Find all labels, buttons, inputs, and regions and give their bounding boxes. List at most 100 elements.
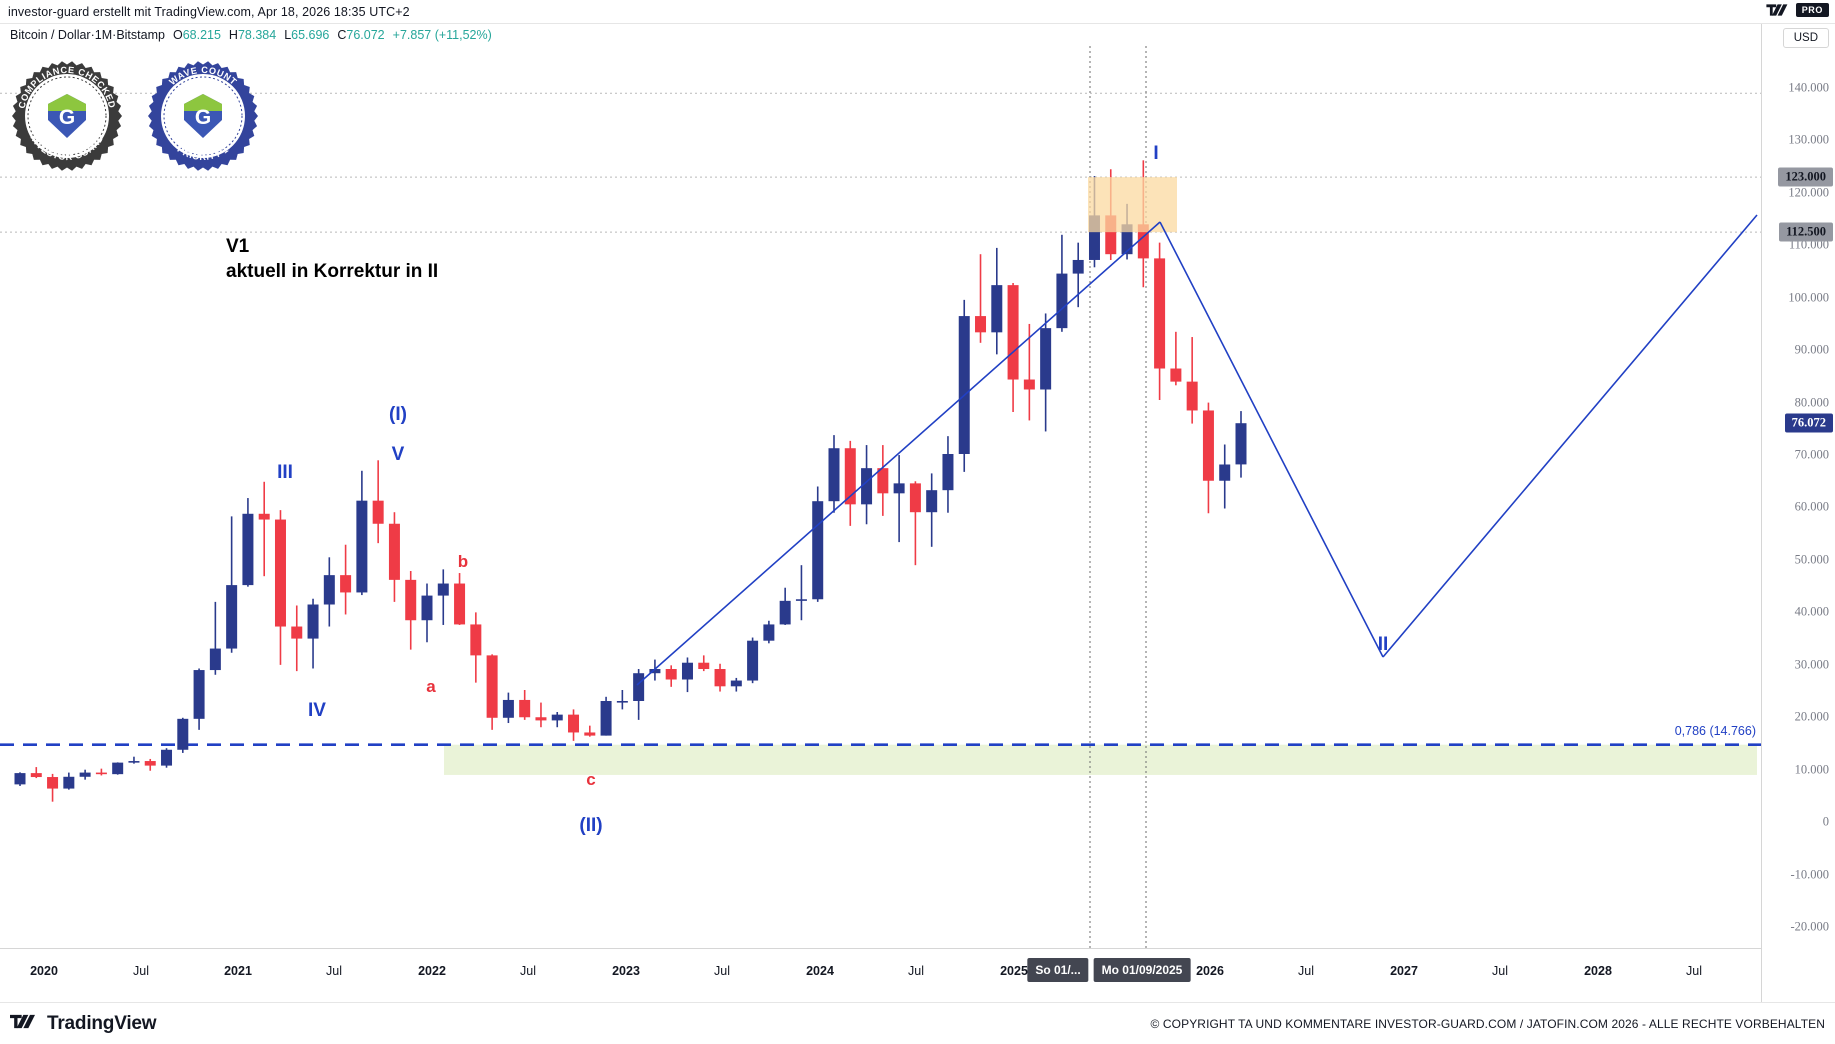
candle-body	[1137, 224, 1149, 259]
candle-body	[307, 604, 319, 639]
price-tick: 20.000	[1794, 709, 1829, 724]
open-label: O	[172, 28, 183, 42]
candle-body	[274, 519, 286, 627]
candle-body	[1040, 328, 1052, 390]
candle-body	[79, 772, 91, 777]
top-credit-bar: investor-guard erstellt mit TradingView.…	[0, 0, 1835, 24]
candle-body	[454, 583, 466, 625]
time-tick: 2028	[1584, 964, 1612, 978]
price-axis[interactable]: USD 140.000 130.000 120.000 110.000 100.000 9…	[1761, 24, 1835, 1002]
candle-body	[95, 772, 107, 775]
wave-label-c: c	[586, 770, 596, 789]
price-tick: 90.000	[1794, 342, 1829, 357]
candle-body	[161, 749, 173, 766]
time-tick: Jul	[1492, 964, 1508, 978]
candle-body	[730, 680, 742, 687]
candle-body	[535, 717, 547, 721]
candle-body	[1072, 259, 1084, 274]
interval-label[interactable]: 1M	[94, 28, 113, 42]
candle-body	[1235, 423, 1247, 465]
time-tick: 2023	[612, 964, 640, 978]
candle-body	[795, 599, 807, 601]
candle-body	[633, 673, 645, 701]
symbol-name[interactable]: Bitcoin / Dollar	[10, 28, 91, 42]
candle-body	[144, 761, 156, 766]
candle-body	[30, 773, 42, 778]
currency-chip[interactable]: USD	[1782, 28, 1829, 48]
wave-label-iii: III	[277, 462, 293, 483]
candle-body	[1154, 258, 1166, 369]
candle-body	[193, 670, 205, 719]
wave-label-ii: (II)	[579, 815, 603, 836]
time-tick: Jul	[133, 964, 149, 978]
candle-body	[975, 316, 987, 333]
time-tick: 2027	[1390, 964, 1418, 978]
time-tick: Jul	[520, 964, 536, 978]
wave-label-i: (I)	[389, 404, 407, 425]
wave-label-b: b	[457, 552, 469, 571]
support-zone	[444, 744, 1757, 775]
candle-body	[388, 523, 400, 580]
tradingview-footer-logo[interactable]: TradingView	[10, 1012, 157, 1035]
price-tick: 100.000	[1788, 290, 1829, 305]
copyright-text: © COPYRIGHT TA UND KOMMENTARE INVESTOR-G…	[1150, 1016, 1825, 1031]
high-label: H	[228, 28, 238, 42]
time-tick: Jul	[1686, 964, 1702, 978]
annotation-title: V1	[226, 236, 250, 257]
wave-label-iv: IV	[308, 700, 326, 721]
legend-sep-1: ·	[90, 28, 95, 42]
candle-body	[1056, 273, 1068, 329]
candle-body	[1007, 285, 1019, 380]
price-tick: 130.000	[1788, 132, 1829, 147]
candle-body	[519, 699, 531, 718]
exchange-label[interactable]: Bitstamp	[116, 28, 165, 42]
time-tick: 2025	[1000, 964, 1028, 978]
price-tick: 0	[1822, 814, 1829, 829]
symbol-legend-bar[interactable]: Bitcoin / Dollar · 1M · Bitstamp O68.215…	[0, 24, 1835, 46]
correction-down-to-II	[1159, 221, 1384, 658]
candle-body	[779, 600, 791, 625]
price-highlight-label: 123.000	[1778, 167, 1833, 187]
tradingview-logo-text: TradingView	[47, 1012, 157, 1034]
candle-body	[991, 285, 1003, 333]
candle-body	[1186, 381, 1198, 411]
time-cursor-chip: Mo 01/09/2025	[1093, 958, 1191, 982]
low-label: L	[284, 28, 292, 42]
candle-body	[486, 655, 498, 718]
candle-body	[372, 500, 384, 524]
candle-body	[1088, 215, 1100, 260]
price-tick: -10.000	[1790, 867, 1829, 882]
impulse-up-to-I	[636, 221, 1161, 686]
candle-body	[1219, 464, 1231, 481]
candle-body	[1202, 410, 1214, 481]
wave-label-v: V	[391, 444, 405, 465]
candle-body	[112, 762, 124, 775]
candle-body	[665, 669, 677, 680]
candlestick-canvas	[0, 46, 1761, 948]
distribution-box	[1088, 177, 1177, 233]
candle-body	[909, 483, 921, 513]
candle-body	[177, 718, 189, 750]
time-tick: 2020	[30, 964, 58, 978]
pro-label: PRO	[1795, 3, 1829, 17]
wave-label-a: a	[426, 677, 436, 696]
tradingview-pro-badge: PRO	[1766, 3, 1829, 17]
chart-plot-area[interactable]: COMPLIANCE CHECKED INVESTOR GUARD G WAVE C…	[0, 46, 1761, 948]
time-axis[interactable]: 2020 Jul 2021 Jul 2022 Jul 2023 Jul 2024 Jul 2025 2…	[0, 948, 1761, 1002]
candle-body	[763, 624, 775, 641]
candle-body	[340, 575, 352, 593]
candle-body	[877, 468, 889, 494]
annotation-subtitle: aktuell in Korrektur in II	[226, 261, 439, 282]
candle-body	[600, 700, 612, 736]
candle-body	[714, 669, 726, 687]
candle-body	[1170, 368, 1182, 382]
wave-label-ii: II	[1377, 634, 1389, 655]
credit-text: investor-guard erstellt mit TradingView.…	[8, 4, 410, 19]
projection-up-from-II	[1382, 214, 1758, 658]
candle-body	[63, 776, 75, 789]
svg-text:G: G	[195, 106, 211, 129]
candle-body	[861, 468, 873, 505]
fib-level-label: 0,786 (14.766)	[1674, 723, 1756, 738]
